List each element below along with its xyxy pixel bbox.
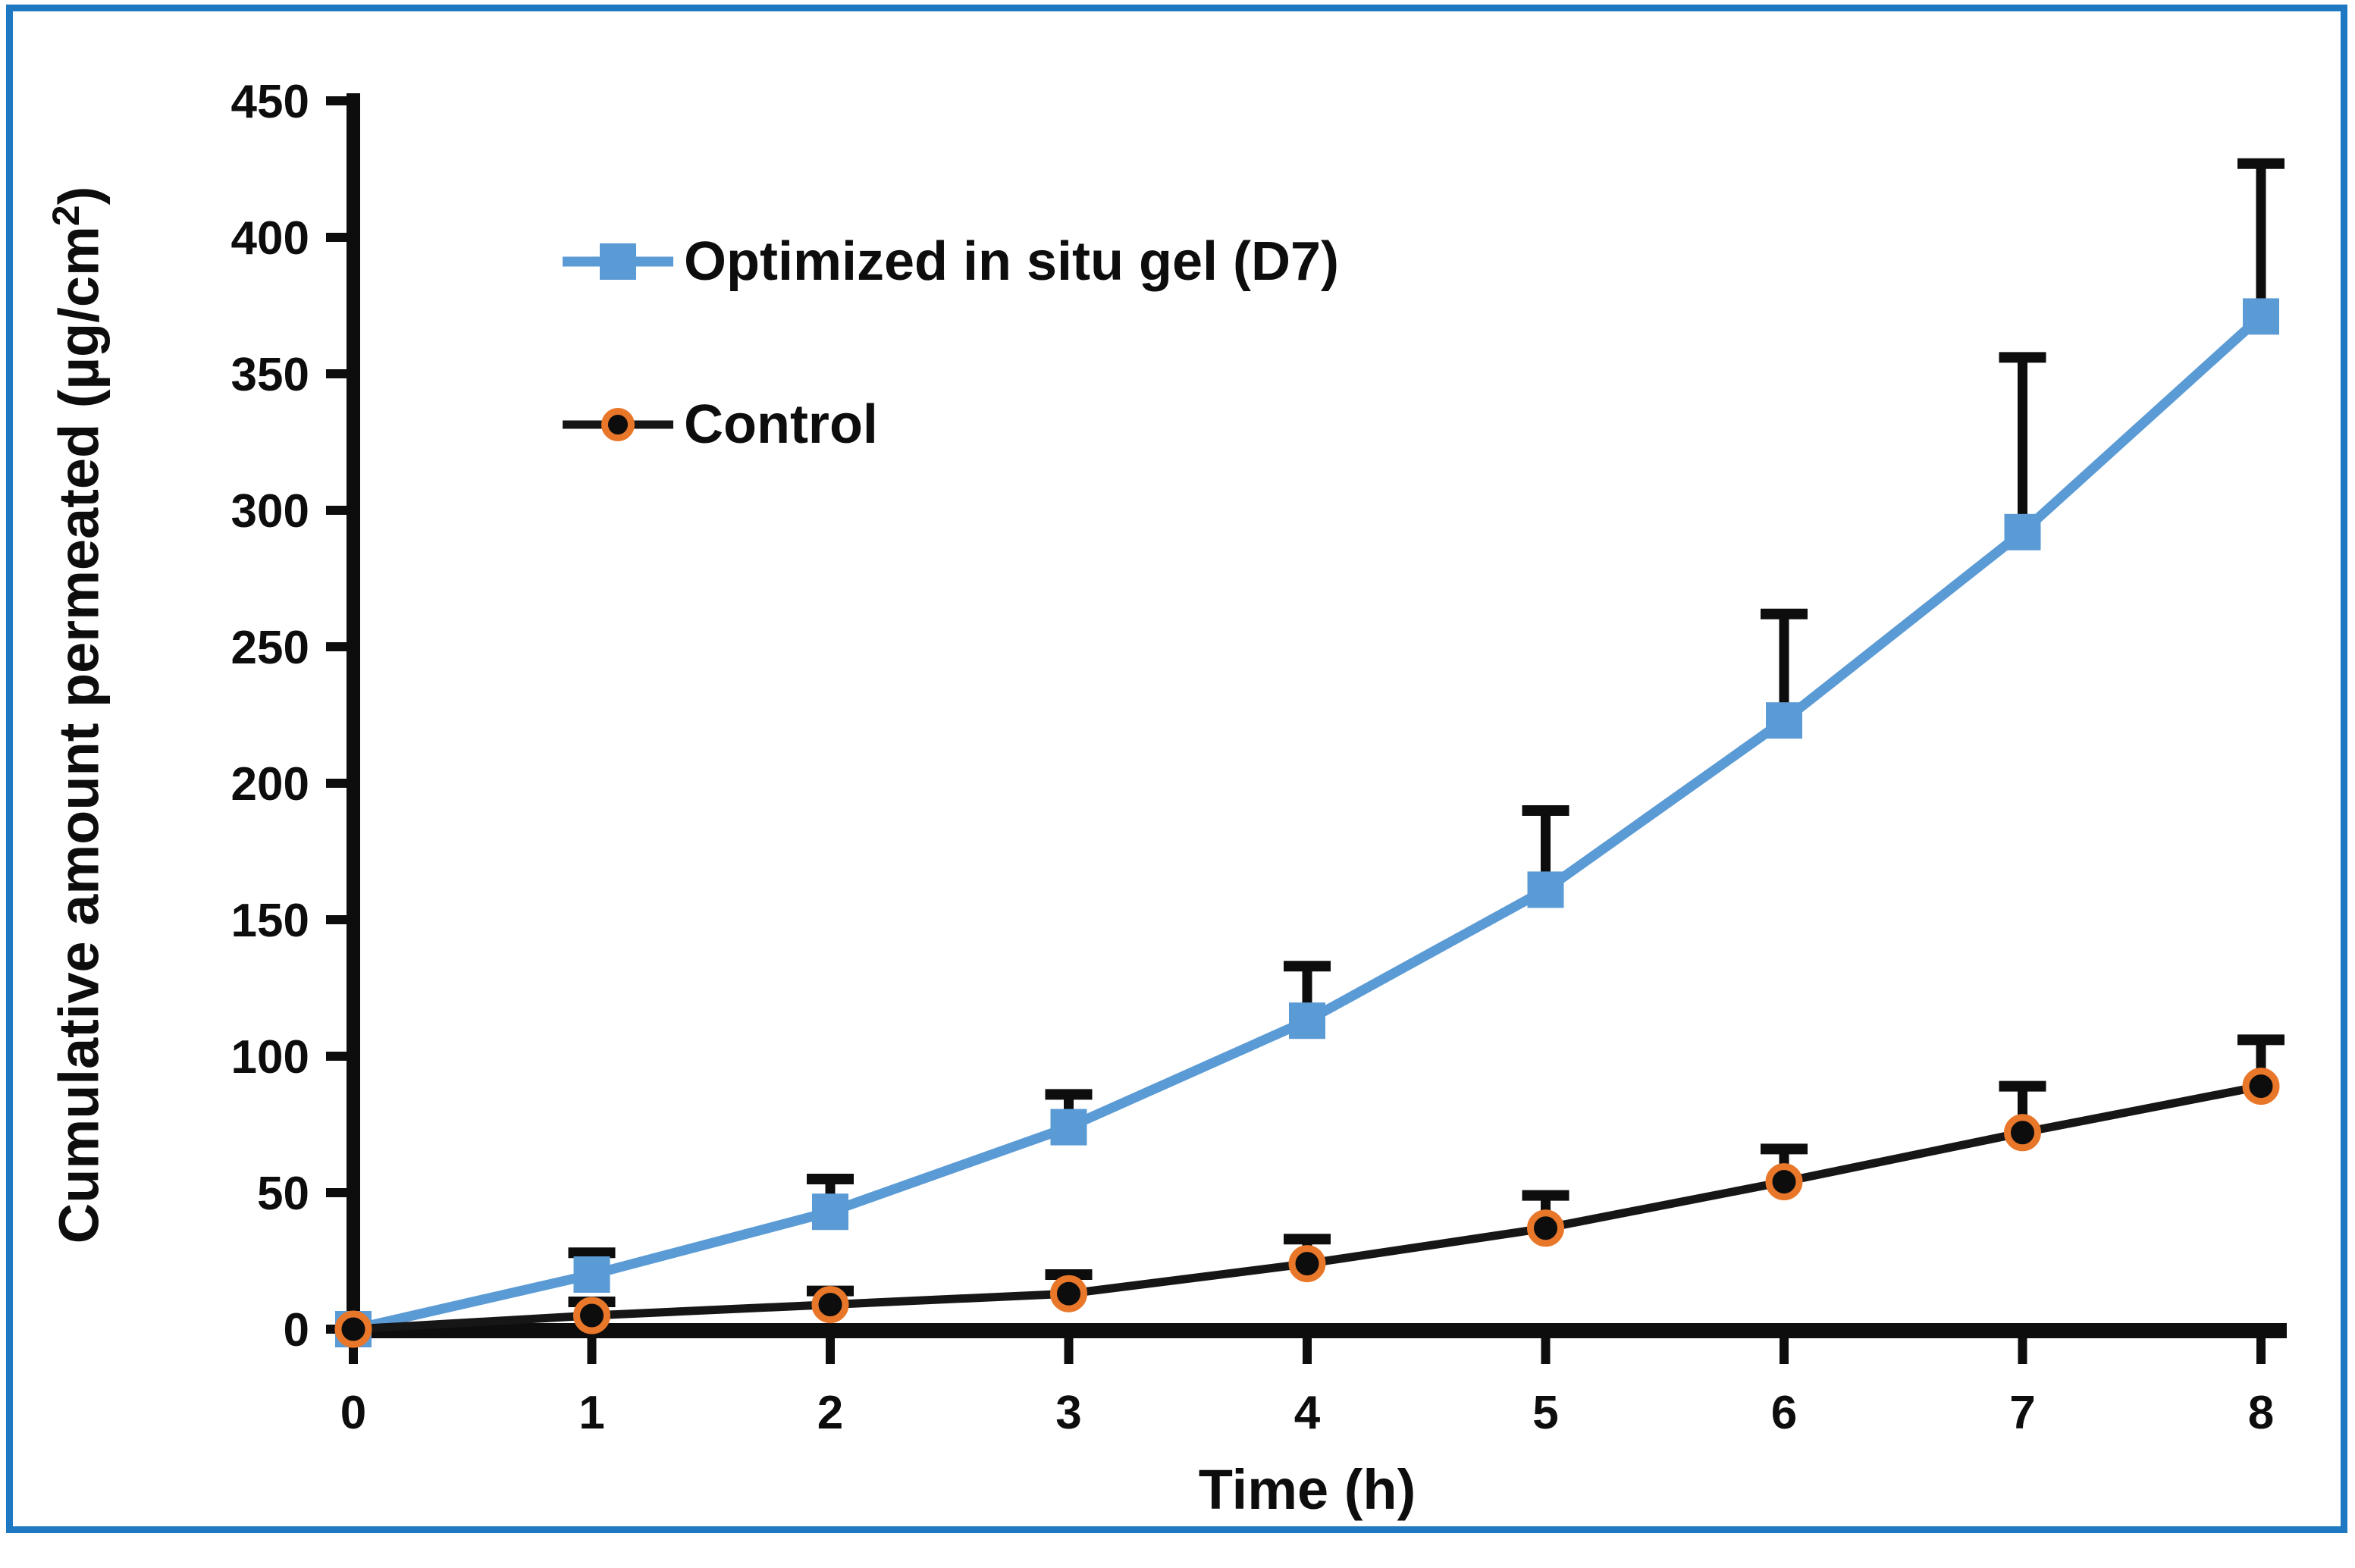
x-tick	[1541, 1338, 1551, 1364]
data-point-circle	[573, 1297, 610, 1334]
y-tick-label: 350	[231, 349, 309, 401]
x-tick-label: 3	[1055, 1387, 1081, 1439]
data-point-circle	[1050, 1275, 1087, 1312]
y-axis-title-close: )	[47, 186, 111, 205]
y-tick	[326, 96, 353, 105]
x-axis-line	[347, 1323, 2287, 1338]
legend-label-optimized-gel: Optimized in situ gel (D7)	[684, 231, 1340, 292]
x-tick-label: 4	[1294, 1387, 1321, 1439]
y-tick	[326, 1188, 353, 1197]
x-tick	[587, 1338, 597, 1364]
y-tick	[326, 506, 353, 515]
y-tick-label: 50	[257, 1168, 309, 1220]
x-tick-label: 1	[579, 1387, 604, 1439]
data-point-square	[2243, 298, 2279, 335]
x-tick	[1064, 1338, 1074, 1364]
series-line-control	[353, 1082, 2262, 1334]
data-point-circle	[2242, 1068, 2280, 1105]
y-axis-title: Cumulative amount permeated (µg/cm2)	[44, 186, 111, 1244]
x-tick-label: 5	[1532, 1387, 1558, 1439]
x-axis-title: Time (h)	[1198, 1458, 1416, 1521]
y-tick-label: 0	[284, 1304, 309, 1356]
legend-entry-optimized-gel: Optimized in situ gel (D7)	[563, 227, 1339, 296]
y-tick	[326, 1052, 353, 1061]
y-tick-label: 150	[231, 895, 309, 947]
circle-marker-icon	[563, 400, 673, 449]
data-point-square	[1766, 702, 1802, 739]
data-point-circle	[2004, 1114, 2041, 1152]
data-point-circle	[811, 1286, 849, 1324]
x-tick	[2018, 1338, 2027, 1364]
y-tick-label: 400	[231, 212, 309, 265]
data-point-square	[573, 1256, 610, 1293]
y-axis-line	[347, 93, 360, 1338]
y-tick-label: 100	[231, 1031, 309, 1083]
data-point-square	[812, 1193, 848, 1231]
series-line-optimized-gel	[352, 312, 2265, 1334]
y-tick-label: 450	[231, 76, 309, 128]
data-point-circle	[1288, 1245, 1326, 1283]
y-tick	[326, 369, 353, 378]
x-tick	[1780, 1338, 1789, 1364]
data-point-square	[1050, 1109, 1087, 1146]
y-axis-title-superscript: 2	[44, 205, 87, 227]
x-tick	[1303, 1338, 1312, 1364]
x-tick-label: 8	[2248, 1387, 2274, 1439]
x-tick-label: 6	[1771, 1387, 1797, 1439]
y-tick-label: 200	[231, 758, 309, 811]
x-tick	[826, 1338, 835, 1364]
y-tick	[326, 915, 353, 924]
y-tick	[326, 233, 353, 242]
y-tick	[326, 779, 353, 788]
data-point-circle	[1527, 1209, 1564, 1247]
y-axis-title-text: Cumulative amount permeated (µg/cm	[47, 226, 111, 1244]
legend-label-control: Control	[684, 394, 878, 455]
y-tick	[326, 642, 353, 651]
data-point-square	[2004, 513, 2041, 550]
data-point-circle	[334, 1310, 372, 1348]
square-marker-icon	[563, 237, 673, 286]
y-tick-label: 300	[231, 485, 309, 538]
x-tick-label: 0	[340, 1387, 366, 1439]
figure-border	[6, 5, 2347, 1533]
x-tick	[2256, 1338, 2266, 1364]
data-point-circle	[1765, 1163, 1803, 1201]
data-point-square	[1527, 871, 1564, 908]
y-tick-label: 250	[231, 622, 309, 674]
data-point-square	[1289, 1002, 1325, 1040]
x-tick-label: 7	[2009, 1387, 2035, 1439]
x-tick-label: 2	[817, 1387, 843, 1439]
legend-entry-control: Control	[563, 390, 878, 459]
